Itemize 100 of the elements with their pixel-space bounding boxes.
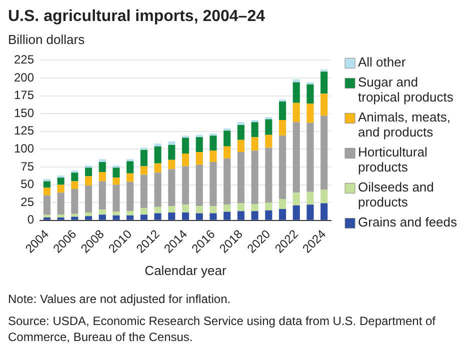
bar [265, 148, 272, 203]
bar [278, 101, 286, 120]
bar [320, 190, 328, 204]
bar [196, 206, 203, 214]
bar [126, 182, 134, 212]
bar [251, 122, 258, 138]
bar [154, 143, 162, 146]
bar [196, 137, 203, 152]
bar [43, 195, 50, 215]
bar [224, 146, 231, 158]
bar [182, 166, 190, 205]
bar [112, 178, 120, 185]
bar [210, 162, 217, 206]
bar [292, 79, 300, 82]
bar [224, 204, 231, 212]
y-tick-label: 50 [20, 177, 34, 192]
bar [237, 211, 244, 220]
bar [320, 69, 328, 72]
y-tick-label: 125 [14, 124, 34, 138]
bar [306, 204, 314, 220]
bar [196, 152, 203, 165]
bar [210, 150, 217, 162]
bar [154, 213, 162, 220]
bar [43, 188, 50, 196]
bar [140, 150, 148, 166]
bar [320, 94, 328, 116]
bar [251, 150, 258, 204]
bar [84, 212, 92, 216]
bar [43, 217, 50, 220]
bar [154, 206, 162, 214]
bar [306, 104, 314, 123]
bar [140, 174, 148, 208]
legend-label: All other [358, 54, 406, 70]
y-tick-label: 25 [20, 194, 34, 209]
legend-label: Sugar and tropical products [358, 74, 454, 104]
bar [140, 214, 148, 220]
bar [168, 141, 176, 145]
source-note: Source: USDA, Economic Research Service using data from U.S. Department of Commerce, Bureau of the Census. [8, 313, 437, 345]
legend-label: Horticultural products [358, 144, 428, 174]
bar [320, 116, 328, 190]
bar [168, 212, 176, 220]
bar [57, 217, 64, 220]
bar [292, 102, 300, 122]
y-tick-label: 0 [27, 212, 34, 227]
bar [237, 122, 244, 125]
bar [43, 214, 50, 218]
bar [306, 192, 314, 205]
bar [292, 82, 300, 103]
y-axis-title: Billion dollars [8, 32, 86, 47]
bar [57, 214, 64, 218]
bar [210, 206, 217, 214]
text: Note: Values are not adjusted for inflation. [8, 291, 232, 307]
y-tick-label: 175 [14, 88, 34, 102]
bar [98, 181, 106, 210]
bar [126, 161, 134, 174]
bar [154, 163, 162, 173]
bar [320, 203, 328, 220]
bar [112, 184, 120, 212]
bar [126, 173, 134, 182]
y-tick-label: 75 [20, 159, 34, 174]
bar [278, 208, 286, 220]
bar [98, 159, 106, 162]
bar [43, 181, 50, 188]
bar [278, 136, 286, 199]
bar [126, 215, 134, 220]
legend-label: Animals, meats, and products [358, 109, 450, 140]
bar [140, 166, 148, 175]
bar [71, 189, 78, 214]
bar [112, 168, 120, 178]
bar [237, 203, 244, 212]
bar [210, 213, 217, 220]
bar [224, 158, 231, 205]
bar [278, 120, 286, 136]
bar [98, 162, 106, 172]
y-tick-label: 100 [14, 141, 34, 156]
y-tick-label: 200 [14, 70, 34, 84]
bar [182, 212, 190, 220]
bar [112, 215, 120, 220]
bar [154, 172, 162, 207]
bar [154, 146, 162, 164]
bar [98, 172, 106, 182]
bar [182, 153, 190, 166]
bar [71, 181, 78, 190]
bar [196, 164, 203, 206]
bar [224, 130, 231, 146]
y-tick-label: 150 [14, 106, 34, 120]
bar [126, 211, 134, 216]
bar [265, 134, 272, 148]
bar [292, 192, 300, 206]
bar [320, 72, 328, 94]
bar [251, 120, 258, 122]
bar [224, 212, 231, 220]
bar [292, 205, 300, 220]
bar [278, 198, 286, 209]
bar [71, 216, 78, 220]
bar [265, 210, 272, 220]
bar [71, 172, 78, 182]
bar [84, 185, 92, 213]
bar [251, 204, 258, 212]
bar [112, 212, 120, 216]
